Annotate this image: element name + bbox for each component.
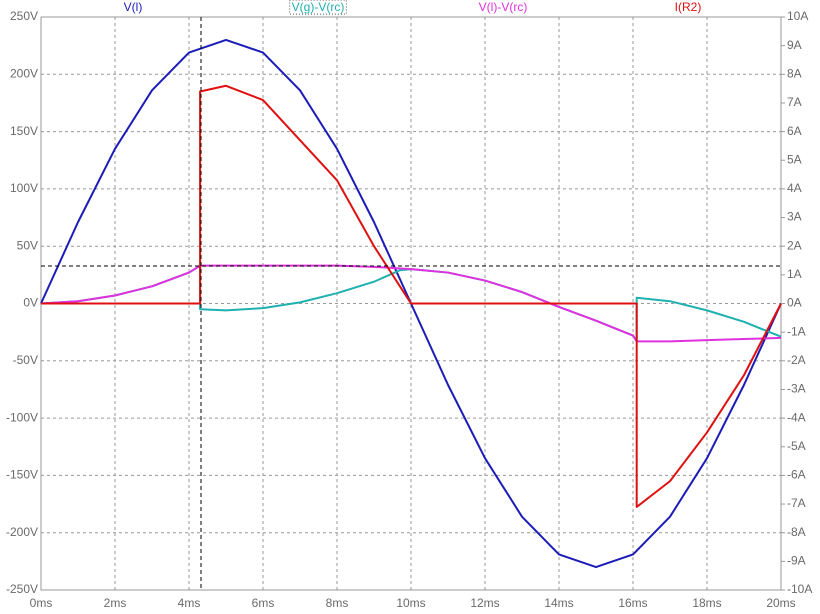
y-tick-label: 250V bbox=[10, 9, 38, 23]
y2-tick-label: -3A bbox=[787, 382, 806, 396]
y2-tick-label: -2A bbox=[787, 353, 806, 367]
x-tick-label: 20ms bbox=[766, 596, 795, 610]
y-tick-label: 0V bbox=[23, 296, 38, 310]
y-tick-label: -200V bbox=[6, 525, 38, 539]
y2-tick-label: 6A bbox=[787, 124, 802, 138]
legend-entry[interactable]: V(g)-V(rc) bbox=[292, 0, 345, 14]
x-tick-label: 14ms bbox=[544, 596, 573, 610]
legend-entry[interactable]: V(l)-V(rc) bbox=[479, 0, 528, 14]
y2-tick-label: -9A bbox=[787, 554, 806, 568]
y2-tick-label: 10A bbox=[787, 9, 808, 23]
legend-entry[interactable]: I(R2) bbox=[675, 0, 702, 14]
y2-tick-label: 3A bbox=[787, 210, 802, 224]
y2-tick-label: 1A bbox=[787, 267, 802, 281]
y2-tick-label: -5A bbox=[787, 439, 806, 453]
y2-tick-label: 2A bbox=[787, 238, 802, 252]
legend-entry[interactable]: V(l) bbox=[124, 0, 143, 14]
y2-tick-label: -8A bbox=[787, 525, 806, 539]
x-tick-label: 0ms bbox=[30, 596, 53, 610]
legend-selection bbox=[289, 0, 347, 15]
x-tick-label: 12ms bbox=[470, 596, 499, 610]
y2-tick-label: -7A bbox=[787, 496, 806, 510]
traces bbox=[40, 38, 782, 569]
y-tick-label: 50V bbox=[17, 238, 38, 252]
x-tick-label: 4ms bbox=[178, 596, 201, 610]
y-tick-label: 200V bbox=[10, 66, 38, 80]
y2-tick-label: 5A bbox=[787, 152, 802, 166]
y2-tick-label: -10A bbox=[787, 582, 812, 596]
x-tick-label: 2ms bbox=[104, 596, 127, 610]
y-tick-label: -50V bbox=[13, 353, 38, 367]
y2-tick-label: -1A bbox=[787, 324, 806, 338]
y-tick-label: -100V bbox=[6, 410, 38, 424]
y2-tick-label: 7A bbox=[787, 95, 802, 109]
y2-tick-label: 4A bbox=[787, 181, 802, 195]
y-tick-label: -150V bbox=[6, 468, 38, 482]
x-tick-label: 6ms bbox=[252, 596, 275, 610]
y-tick-label: 100V bbox=[10, 181, 38, 195]
axis-labels: 0ms 2ms 4ms 6ms 8ms 10ms 12ms 14ms 16ms 18ms 20ms-… bbox=[6, 0, 812, 610]
y2-tick-label: 8A bbox=[787, 66, 802, 80]
trace-line bbox=[41, 84, 782, 508]
x-tick-label: 10ms bbox=[396, 596, 425, 610]
y-tick-label: -250V bbox=[6, 582, 38, 596]
y2-tick-label: -4A bbox=[787, 410, 806, 424]
x-tick-label: 8ms bbox=[326, 596, 349, 610]
trace-line bbox=[40, 264, 782, 343]
y2-tick-label: -6A bbox=[787, 468, 806, 482]
y2-tick-label: 9A bbox=[787, 38, 802, 52]
x-tick-label: 16ms bbox=[618, 596, 647, 610]
y-tick-label: 150V bbox=[10, 124, 38, 138]
y2-tick-label: 0A bbox=[787, 296, 802, 310]
x-tick-label: 18ms bbox=[692, 596, 721, 610]
